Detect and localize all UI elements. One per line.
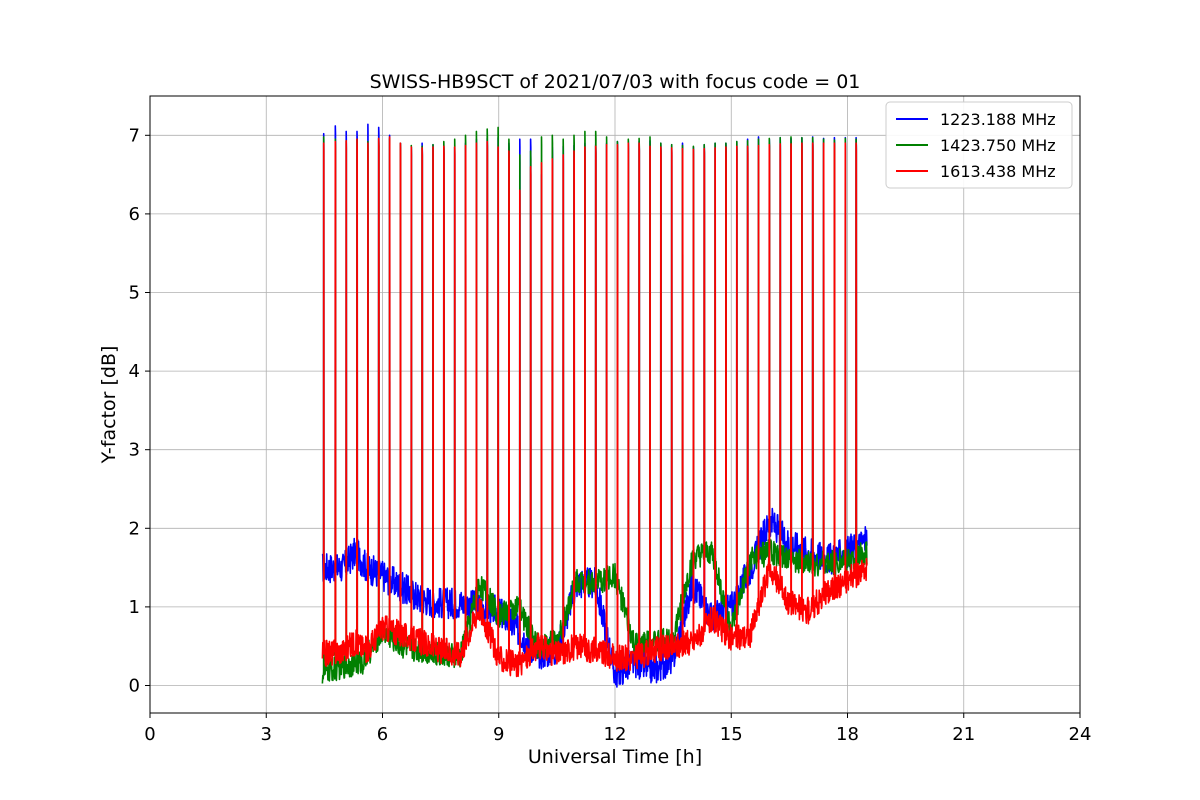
x-tick-label: 18 bbox=[836, 724, 859, 745]
x-tick-label: 9 bbox=[493, 724, 504, 745]
y-tick-label: 0 bbox=[129, 675, 140, 696]
legend-label-1613-mhz: 1613.438 MHz bbox=[940, 162, 1056, 181]
legend-box bbox=[885, 101, 1073, 189]
x-tick-label: 21 bbox=[952, 724, 975, 745]
x-tick-label: 0 bbox=[144, 724, 155, 745]
y-axis-label: Y-factor [dB] bbox=[98, 346, 120, 465]
legend-label-1223-mhz: 1223.188 MHz bbox=[940, 110, 1056, 129]
series-layer bbox=[321, 123, 868, 688]
series-line-2 bbox=[321, 136, 868, 678]
legend-label-1423-mhz: 1423.750 MHz bbox=[940, 136, 1056, 155]
y-tick-label: 6 bbox=[129, 204, 140, 225]
x-tick-label: 15 bbox=[720, 724, 743, 745]
chart-title: SWISS-HB9SCT of 2021/07/03 with focus co… bbox=[370, 71, 861, 93]
x-tick-label: 24 bbox=[1069, 724, 1092, 745]
y-tick-label: 5 bbox=[129, 282, 140, 303]
x-axis-ticks: 0 3 6 9 12 15 18 21 24 bbox=[144, 713, 1091, 745]
y-tick-label: 3 bbox=[129, 440, 140, 461]
y-tick-label: 1 bbox=[129, 597, 140, 618]
x-tick-label: 12 bbox=[604, 724, 627, 745]
y-axis-ticks: 0 1 2 3 4 5 6 7 bbox=[129, 125, 150, 696]
y-tick-label: 7 bbox=[129, 125, 140, 146]
x-tick-label: 3 bbox=[261, 724, 272, 745]
y-tick-label: 4 bbox=[129, 361, 140, 382]
grid-lines bbox=[149, 96, 1081, 713]
legend: 1223.188 MHz 1423.750 MHz 1613.438 MHz bbox=[885, 101, 1073, 189]
y-tick-label: 2 bbox=[129, 518, 140, 539]
x-tick-label: 6 bbox=[377, 724, 388, 745]
x-axis-label: Universal Time [h] bbox=[528, 746, 702, 768]
